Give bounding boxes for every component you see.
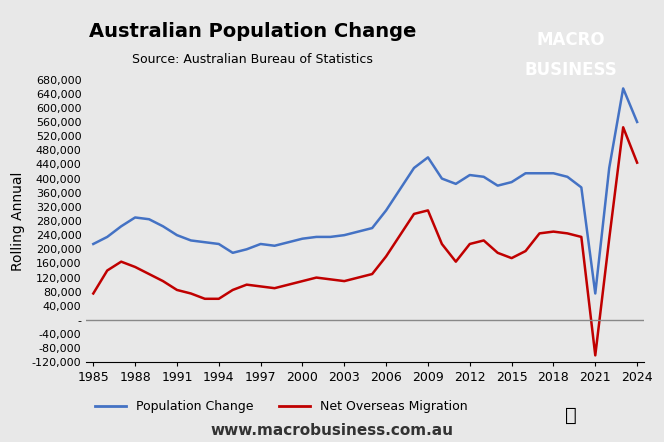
Net Overseas Migration [215, 296, 223, 301]
Net Overseas Migration [354, 275, 362, 280]
Population Change [591, 291, 599, 296]
Net Overseas Migration [410, 211, 418, 217]
Net Overseas Migration [535, 231, 543, 236]
Population Change [535, 171, 543, 176]
Y-axis label: Rolling Annual: Rolling Annual [11, 171, 25, 271]
Net Overseas Migration [577, 234, 585, 240]
Net Overseas Migration [549, 229, 557, 234]
Net Overseas Migration [131, 264, 139, 270]
Net Overseas Migration [368, 271, 376, 277]
Population Change [104, 234, 112, 240]
Net Overseas Migration [479, 238, 487, 243]
Population Change [368, 225, 376, 231]
Net Overseas Migration [396, 232, 404, 238]
Net Overseas Migration [159, 278, 167, 284]
Population Change [354, 229, 362, 234]
Legend: Population Change, Net Overseas Migration: Population Change, Net Overseas Migratio… [90, 396, 473, 419]
Population Change [493, 183, 501, 188]
Population Change [327, 234, 335, 240]
Population Change [270, 243, 278, 248]
Net Overseas Migration [242, 282, 250, 287]
Net Overseas Migration [633, 160, 641, 165]
Net Overseas Migration [605, 236, 613, 241]
Population Change [228, 250, 236, 255]
Net Overseas Migration [145, 271, 153, 277]
Net Overseas Migration [256, 284, 264, 289]
Text: 🐺: 🐺 [565, 406, 577, 425]
Net Overseas Migration [299, 278, 307, 284]
Text: MACRO: MACRO [537, 30, 606, 49]
Population Change [410, 165, 418, 171]
Net Overseas Migration [382, 254, 390, 259]
Population Change [299, 236, 307, 241]
Net Overseas Migration [228, 287, 236, 293]
Population Change [131, 215, 139, 220]
Population Change [605, 165, 613, 171]
Population Change [187, 238, 195, 243]
Net Overseas Migration [89, 291, 97, 296]
Population Change [549, 171, 557, 176]
Population Change [173, 232, 181, 238]
Net Overseas Migration [424, 208, 432, 213]
Net Overseas Migration [327, 277, 335, 282]
Population Change [145, 217, 153, 222]
Population Change [577, 185, 585, 190]
Population Change [242, 247, 250, 252]
Net Overseas Migration [438, 241, 446, 247]
Net Overseas Migration [118, 259, 125, 264]
Net Overseas Migration [522, 248, 530, 254]
Net Overseas Migration [284, 282, 292, 287]
Net Overseas Migration [620, 125, 627, 130]
Population Change [465, 172, 473, 178]
Line: Population Change: Population Change [93, 88, 637, 293]
Population Change [620, 86, 627, 91]
Net Overseas Migration [452, 259, 459, 264]
Population Change [382, 208, 390, 213]
Population Change [256, 241, 264, 247]
Population Change [159, 224, 167, 229]
Net Overseas Migration [313, 275, 321, 280]
Text: Source: Australian Bureau of Statistics: Source: Australian Bureau of Statistics [132, 53, 373, 66]
Population Change [340, 232, 348, 238]
Line: Net Overseas Migration: Net Overseas Migration [93, 127, 637, 355]
Population Change [215, 241, 223, 247]
Net Overseas Migration [493, 250, 501, 255]
Net Overseas Migration [201, 296, 209, 301]
Population Change [396, 187, 404, 192]
Population Change [284, 240, 292, 245]
Population Change [89, 241, 97, 247]
Net Overseas Migration [270, 286, 278, 291]
Text: Australian Population Change: Australian Population Change [88, 22, 416, 41]
Population Change [438, 176, 446, 181]
Net Overseas Migration [187, 291, 195, 296]
Population Change [118, 224, 125, 229]
Population Change [633, 119, 641, 125]
Net Overseas Migration [465, 241, 473, 247]
Population Change [452, 181, 459, 187]
Net Overseas Migration [508, 255, 516, 261]
Population Change [508, 179, 516, 185]
Net Overseas Migration [104, 268, 112, 273]
Net Overseas Migration [340, 278, 348, 284]
Net Overseas Migration [563, 231, 571, 236]
Population Change [522, 171, 530, 176]
Population Change [563, 174, 571, 179]
Text: BUSINESS: BUSINESS [525, 61, 618, 79]
Population Change [479, 174, 487, 179]
Population Change [424, 155, 432, 160]
Net Overseas Migration [591, 353, 599, 358]
Net Overseas Migration [173, 287, 181, 293]
Population Change [201, 240, 209, 245]
Population Change [313, 234, 321, 240]
Text: www.macrobusiness.com.au: www.macrobusiness.com.au [210, 423, 454, 438]
